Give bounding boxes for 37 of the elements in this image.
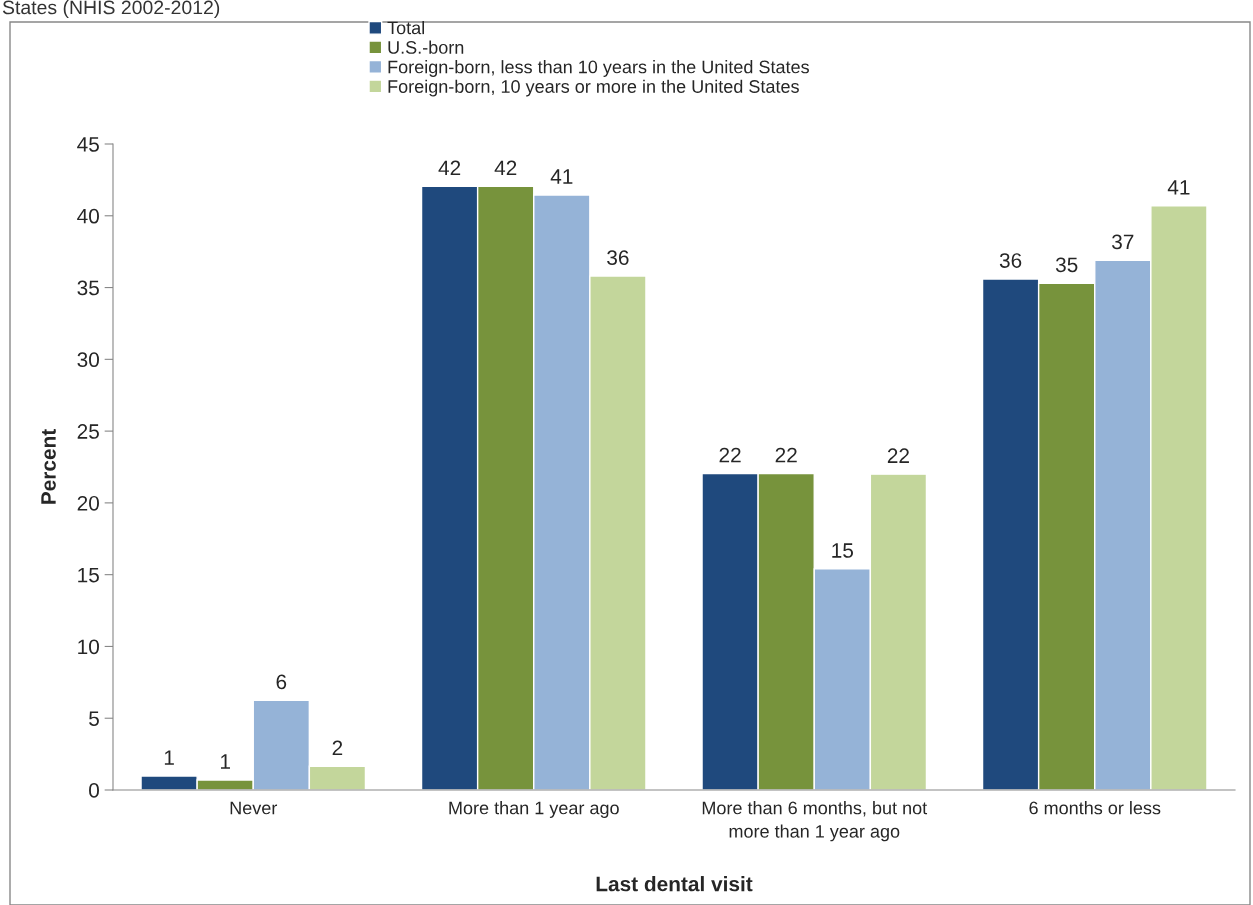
y-tick-label: 25 [77, 424, 99, 439]
data-label: 6 [276, 674, 287, 690]
y-tick-label: 35 [77, 280, 99, 296]
data-label: 42 [438, 160, 461, 176]
data-label: 37 [1112, 234, 1134, 250]
legend-label: Foreign-born, less than 10 years in the United States [388, 60, 809, 77]
data-label: 2 [332, 740, 343, 756]
data-label: 36 [999, 253, 1022, 268]
data-label: 35 [1055, 257, 1078, 273]
legend-label: Total [387, 21, 425, 35]
y-tick-label: 15 [78, 567, 99, 583]
chart-title: States (NHIS 2002-2012) [2, 0, 220, 19]
data-label: 22 [719, 447, 741, 463]
y-tick-label: 30 [77, 352, 99, 368]
data-label: 36 [607, 250, 629, 266]
data-label: 22 [775, 447, 797, 463]
y-tick-label: 10 [78, 639, 99, 655]
y-tick-label: 0 [89, 783, 99, 798]
data-label: 41 [1167, 180, 1190, 195]
data-label: 42 [494, 160, 517, 176]
x-tick-label: More than 6 months, but not more than 1 year ago [702, 801, 928, 842]
y-tick-label: 40 [77, 208, 99, 224]
data-label: 22 [887, 448, 909, 463]
y-tick-label: 45 [77, 137, 99, 152]
legend-label: Foreign-born, 10 years or more in the United States [388, 79, 799, 97]
data-label: 1 [221, 754, 230, 769]
legend-label: U.S.-born [388, 40, 464, 54]
x-tick-label: More than 1 year ago [449, 801, 619, 818]
y-tick-label: 20 [77, 495, 99, 511]
y-axis-title: Percent [41, 429, 56, 504]
y-tick-label: 5 [89, 711, 99, 726]
x-tick-label: 6 months or less [1029, 801, 1161, 815]
x-axis-title: Last dental visit [596, 876, 753, 892]
data-label: 41 [550, 169, 573, 184]
x-tick-label: Never [230, 801, 278, 815]
data-label: 15 [832, 543, 854, 558]
data-label: 1 [164, 750, 174, 765]
